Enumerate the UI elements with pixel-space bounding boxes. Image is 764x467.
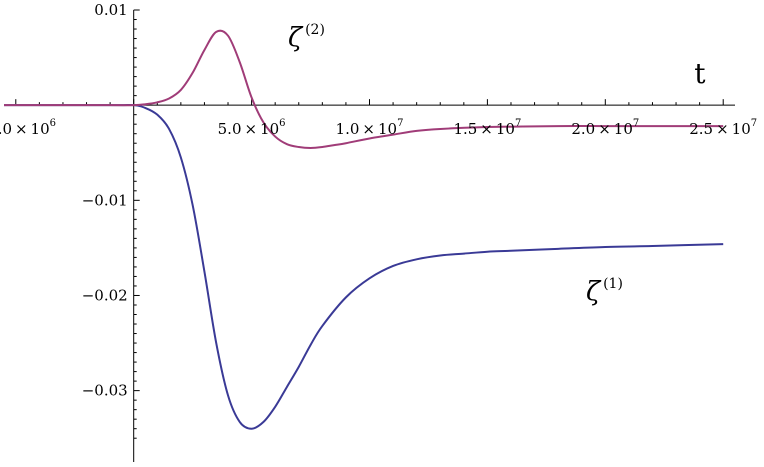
x-tick-mantissa: 1.0 × 10 bbox=[336, 120, 398, 138]
y-tick-label: −0.03 bbox=[82, 382, 128, 400]
x-tick-exponent: 6 bbox=[50, 118, 56, 129]
x-tick-mantissa: 2.5 × 10 bbox=[689, 120, 751, 138]
series-label-superscript: (1) bbox=[603, 276, 623, 292]
x-tick-label: 5.0 × 106 bbox=[218, 118, 286, 138]
x-axis-title: t bbox=[694, 57, 706, 90]
x-tick-mantissa: −5.0 × 10 bbox=[0, 120, 50, 138]
y-tick-label: −0.01 bbox=[82, 191, 128, 209]
series-line-zeta-1 bbox=[4, 103, 724, 430]
x-tick-label: 1.5 × 107 bbox=[453, 118, 521, 138]
x-tick-exponent: 7 bbox=[397, 118, 403, 129]
x-tick-mantissa: 2.0 × 10 bbox=[571, 120, 633, 138]
series-label-zeta-2: ζ (2) bbox=[288, 22, 325, 53]
x-tick-exponent: 7 bbox=[515, 118, 521, 129]
series-label-zeta-1: ζ (1) bbox=[586, 276, 623, 307]
series-curves bbox=[4, 29, 724, 430]
series-label-base: ζ bbox=[288, 23, 304, 53]
x-tick-mantissa: 1.5 × 10 bbox=[453, 120, 515, 138]
x-tick-exponent: 7 bbox=[633, 118, 639, 129]
x-tick-label: 1.0 × 107 bbox=[336, 118, 404, 138]
series-label-base: ζ bbox=[586, 277, 602, 307]
series-label-superscript: (2) bbox=[305, 22, 325, 38]
x-tick-label: 2.5 × 107 bbox=[689, 118, 757, 138]
x-tick-label: −5.0 × 106 bbox=[0, 118, 56, 138]
x-tick-exponent: 7 bbox=[751, 118, 757, 129]
tick-marks bbox=[15, 9, 724, 439]
y-tick-label: 0.01 bbox=[94, 1, 127, 19]
y-tick-label: −0.02 bbox=[82, 286, 128, 304]
series-line-zeta-2 bbox=[4, 29, 724, 149]
x-tick-exponent: 6 bbox=[279, 118, 285, 129]
x-tick-label: 2.0 × 107 bbox=[571, 118, 639, 138]
x-tick-mantissa: 5.0 × 10 bbox=[218, 120, 280, 138]
